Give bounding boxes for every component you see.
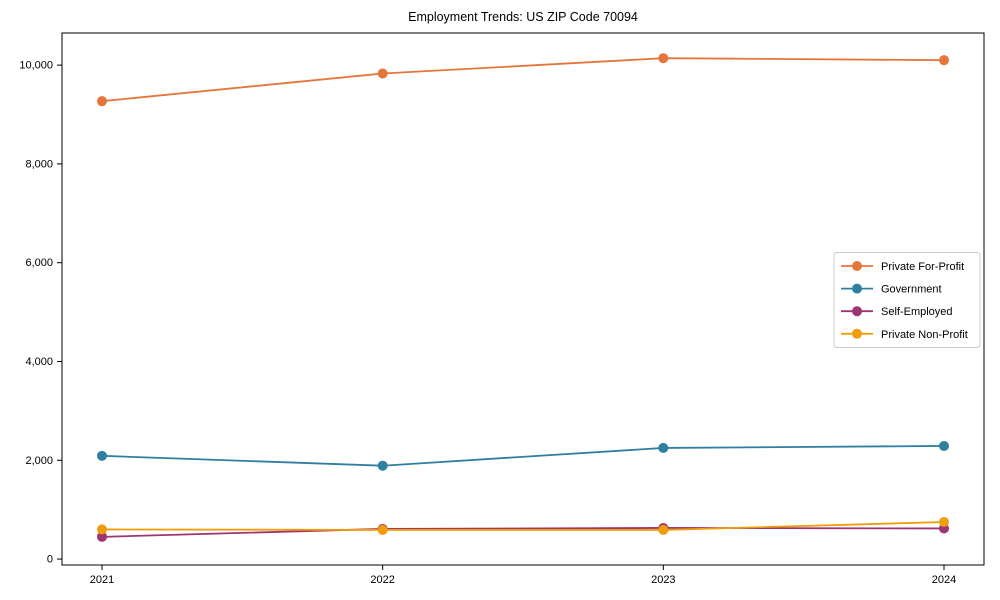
- x-axis-tick-label: 2024: [932, 574, 956, 586]
- x-axis-tick-label: 2023: [651, 574, 675, 586]
- y-axis-tick-label: 6,000: [25, 257, 53, 269]
- series-line-private-non-profit: [101, 521, 945, 531]
- series-line-private-for-profit: [101, 57, 945, 103]
- plot-frame: [61, 32, 985, 566]
- data-point-government: [377, 460, 388, 471]
- legend-label-self-employed: Self-Employed: [881, 306, 953, 318]
- chart-title: Employment Trends: US ZIP Code 70094: [408, 10, 638, 24]
- data-point-private-for-profit: [377, 68, 388, 79]
- data-point-private-non-profit: [97, 524, 107, 535]
- data-point-private-for-profit: [939, 55, 949, 66]
- x-axis-tick-label: 2021: [90, 574, 114, 586]
- legend-marker-dot-private-for-profit: [852, 261, 862, 271]
- legend-box: [833, 252, 981, 348]
- y-axis-tick-label: 0: [47, 554, 53, 566]
- y-axis-tick-label: 8,000: [25, 158, 53, 170]
- y-axis-tick-label: 4,000: [25, 356, 53, 368]
- legend-label-government: Government: [881, 284, 942, 296]
- legend-marker-dot-private-non-profit: [852, 328, 862, 339]
- legend-marker-dot-self-employed: [852, 306, 862, 317]
- data-point-private-for-profit: [658, 53, 669, 64]
- legend-label-private-non-profit: Private Non-Profit: [881, 329, 968, 341]
- legend-label-private-for-profit: Private For-Profit: [881, 261, 964, 273]
- data-point-government: [658, 442, 669, 453]
- data-point-private-for-profit: [97, 96, 107, 107]
- data-point-private-non-profit: [658, 524, 669, 535]
- data-point-government: [939, 440, 949, 451]
- data-point-private-non-profit: [939, 517, 949, 528]
- legend-marker-dot-government: [852, 283, 862, 294]
- y-axis-tick-label: 2,000: [25, 455, 53, 467]
- data-point-government: [97, 450, 107, 461]
- data-point-private-non-profit: [377, 524, 388, 535]
- series-line-government: [101, 445, 945, 467]
- x-axis-tick-label: 2022: [370, 574, 394, 586]
- y-axis-tick-label: 10,000: [19, 60, 53, 72]
- series-line-self-employed: [101, 527, 945, 538]
- data-point-self-employed: [97, 531, 107, 542]
